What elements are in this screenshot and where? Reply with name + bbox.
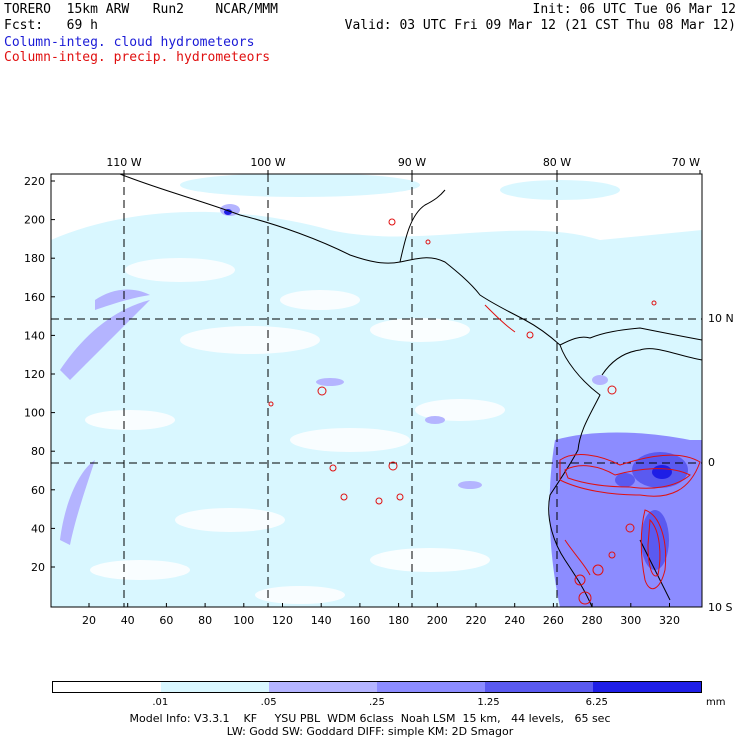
valid-time: Valid: 03 UTC Fri 09 Mar 12 (21 CST Thu … xyxy=(344,18,736,33)
x-tick-label: 320 xyxy=(659,614,680,627)
color-scale-bar xyxy=(52,681,702,693)
x-tick-label: 220 xyxy=(466,614,487,627)
x-tick-label: 140 xyxy=(311,614,332,627)
cloud-field-label: Column-integ. cloud hydrometeors xyxy=(4,35,255,50)
x-tick-label: 280 xyxy=(582,614,603,627)
longitude-label: 100 W xyxy=(250,156,285,169)
color-scale-threshold: 1.25 xyxy=(477,697,500,708)
map-field xyxy=(51,174,702,607)
color-scale-segment xyxy=(377,682,485,692)
x-tick-label: 60 xyxy=(159,614,173,627)
latitude-label: 10 N xyxy=(708,312,734,325)
y-tick-label: 120 xyxy=(24,368,45,381)
color-scale-segment xyxy=(593,682,701,692)
color-scale-segment xyxy=(161,682,269,692)
x-tick-label: 200 xyxy=(427,614,448,627)
x-tick-label: 40 xyxy=(121,614,135,627)
color-scale-segment xyxy=(53,682,161,692)
y-tick-label: 100 xyxy=(24,407,45,420)
y-tick-label: 180 xyxy=(24,252,45,265)
color-scale-segment xyxy=(485,682,593,692)
unit-label: mm xyxy=(706,697,726,708)
color-scale-threshold: .05 xyxy=(260,697,277,708)
y-tick-label: 140 xyxy=(24,329,45,342)
forecast-hour: Fcst: 69 h xyxy=(4,18,98,33)
latitude-label: 10 S xyxy=(708,601,732,614)
color-scale-segment xyxy=(269,682,377,692)
y-tick-label: 40 xyxy=(31,522,45,535)
x-tick-label: 180 xyxy=(388,614,409,627)
longitude-label: 80 W xyxy=(543,156,571,169)
model-info-line2: LW: Godd SW: Goddard DIFF: simple KM: 2D… xyxy=(226,725,514,738)
y-tick-label: 160 xyxy=(24,291,45,304)
x-tick-label: 120 xyxy=(272,614,293,627)
color-scale-threshold: .25 xyxy=(369,697,385,708)
title-line: TORERO 15km ARW Run2 NCAR/MMM xyxy=(4,2,278,17)
x-tick-label: 240 xyxy=(504,614,525,627)
y-tick-label: 60 xyxy=(31,484,45,497)
latitude-label: 0 xyxy=(708,456,715,469)
longitude-label: 90 W xyxy=(398,156,426,169)
x-tick-label: 100 xyxy=(233,614,254,627)
y-tick-label: 220 xyxy=(24,175,45,188)
color-scale-threshold: 6.25 xyxy=(585,697,608,708)
y-tick-label: 200 xyxy=(24,214,45,227)
x-tick-label: 20 xyxy=(82,614,96,627)
x-tick-label: 80 xyxy=(198,614,212,627)
precip-field-label: Column-integ. precip. hydrometeors xyxy=(4,50,271,65)
y-tick-label: 20 xyxy=(31,561,45,574)
y-tick-label: 80 xyxy=(31,445,45,458)
longitude-label: 110 W xyxy=(106,156,141,169)
x-tick-label: 160 xyxy=(349,614,370,627)
longitude-label: 70 W xyxy=(672,156,700,169)
init-time: Init: 06 UTC Tue 06 Mar 12 xyxy=(532,2,737,17)
x-tick-label: 300 xyxy=(620,614,641,627)
model-info-line1: Model Info: V3.3.1 KF YSU PBL WDM 6class… xyxy=(129,712,611,725)
x-tick-label: 260 xyxy=(543,614,564,627)
color-scale-threshold: .01 xyxy=(152,697,169,708)
